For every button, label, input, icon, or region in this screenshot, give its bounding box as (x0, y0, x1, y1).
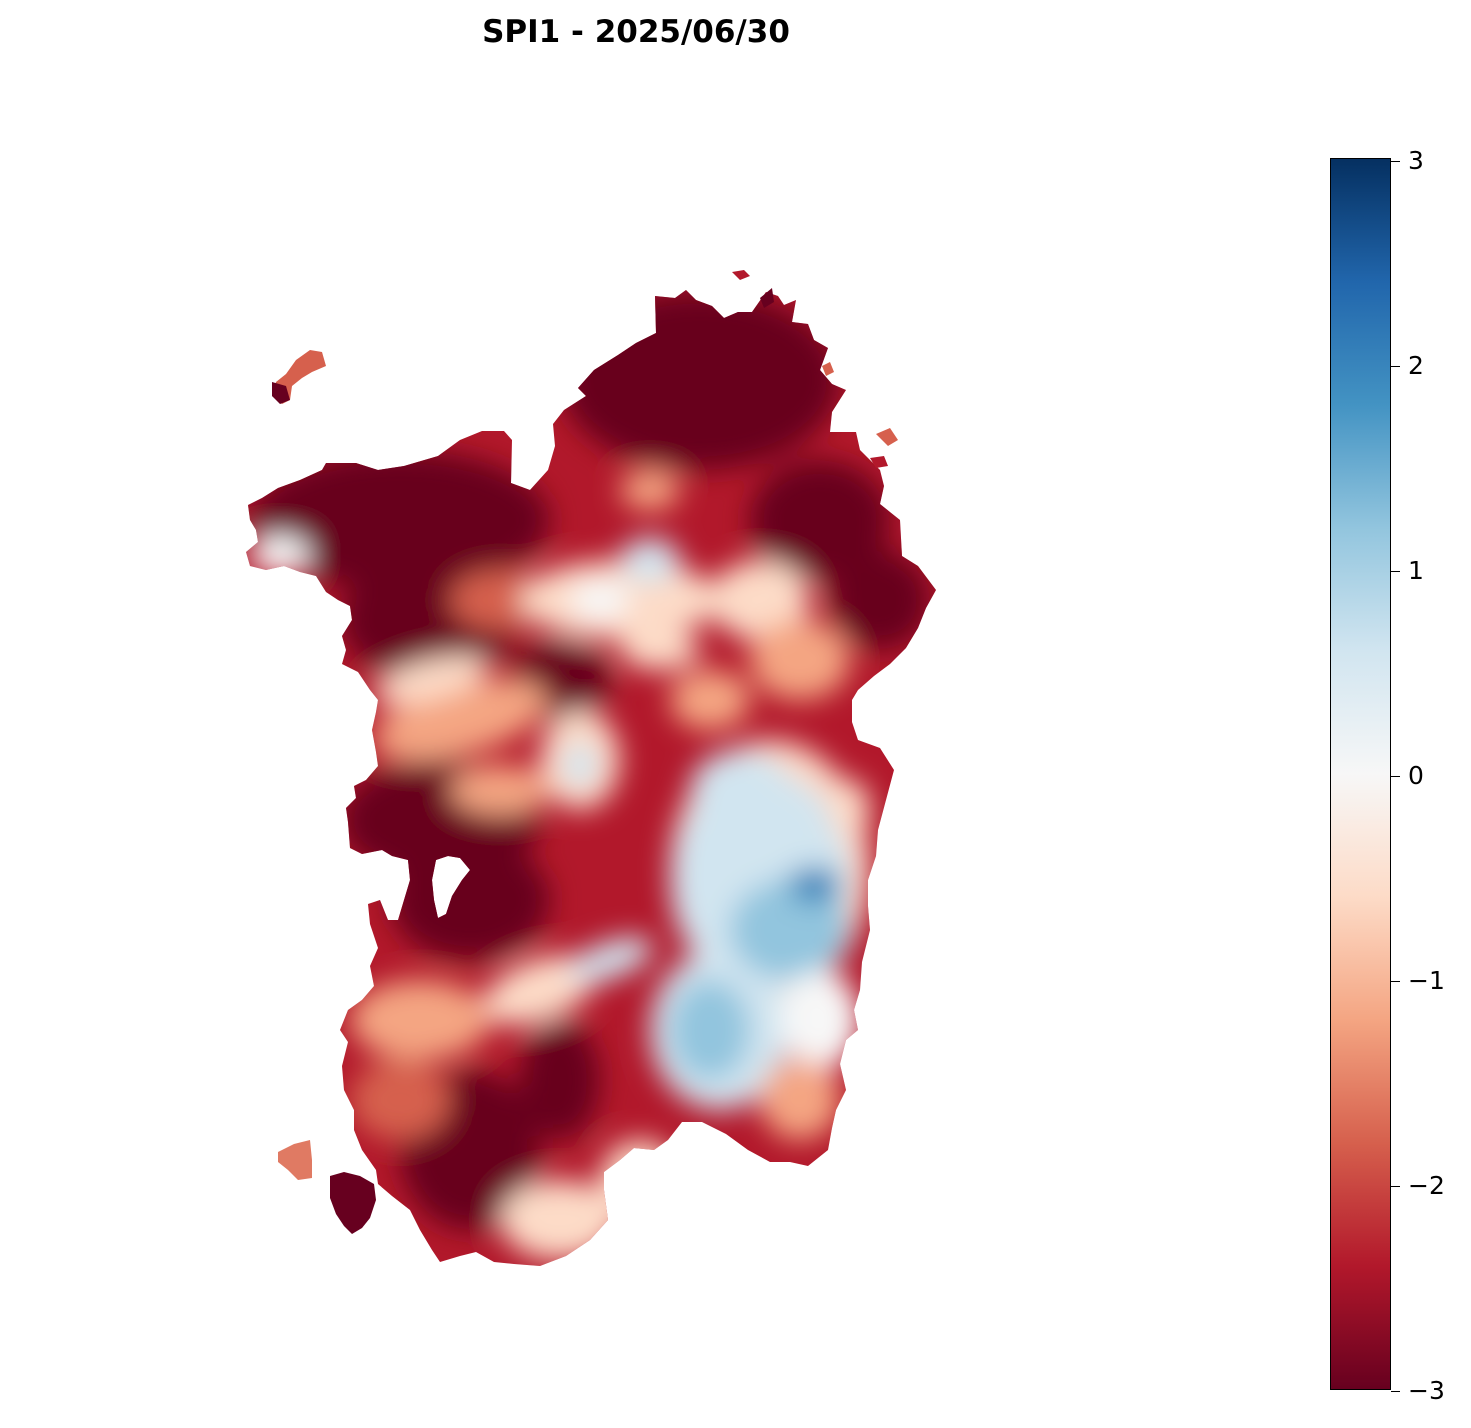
small-islands-northeast (732, 270, 898, 468)
colorbar-tick (1391, 571, 1400, 572)
spi-map (246, 270, 936, 1266)
colorbar-tick-label: −2 (1408, 1171, 1445, 1200)
small-island-sant-antioco (330, 1172, 376, 1234)
colorbar-tick (1391, 776, 1400, 777)
colorbar-tick-label: −3 (1408, 1376, 1445, 1405)
colorbar-tick (1391, 1186, 1400, 1187)
colorbar-tick (1391, 366, 1400, 367)
island-field (246, 290, 936, 1266)
colorbar-tick (1391, 981, 1400, 982)
colorbar-tick-label: −1 (1408, 966, 1445, 995)
colorbar (1330, 158, 1391, 1390)
colorbar-tick-label: 1 (1408, 556, 1424, 585)
colorbar-tick-label: 2 (1408, 351, 1424, 380)
map-title: SPI1 - 2025/06/30 (482, 14, 790, 50)
colorbar-tick-label: 0 (1408, 761, 1424, 790)
colorbar-tick (1391, 161, 1400, 162)
small-island-san-pietro (278, 1140, 312, 1180)
small-island-northwest (272, 350, 326, 404)
colorbar-tick-label: 3 (1408, 146, 1424, 175)
colorbar-tick (1391, 1391, 1400, 1392)
